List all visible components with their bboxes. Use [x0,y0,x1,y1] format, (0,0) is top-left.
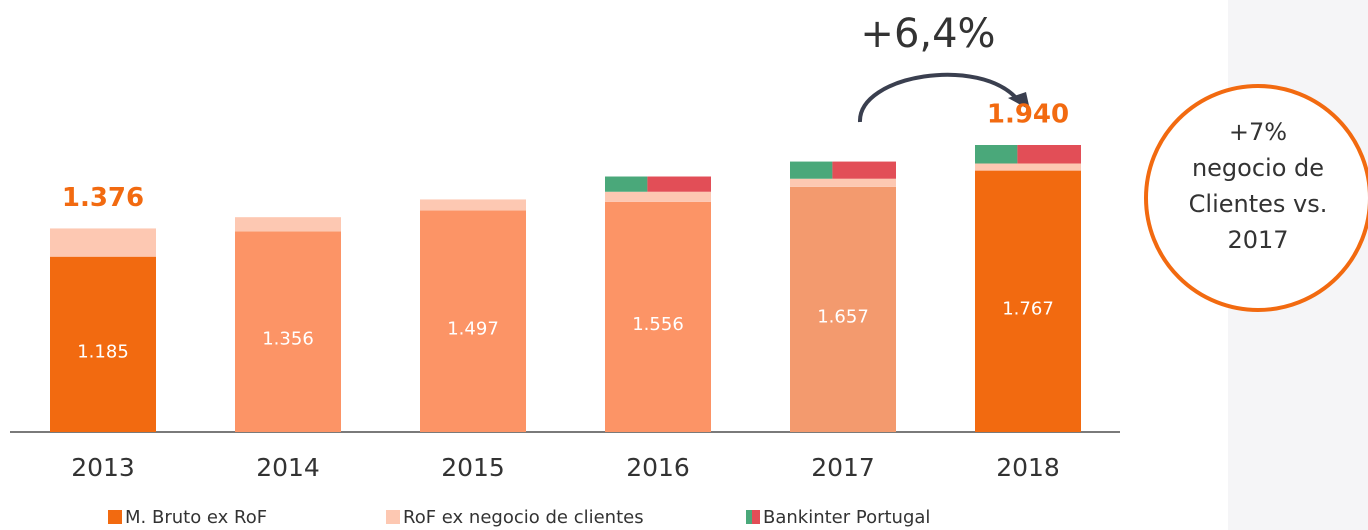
data-label: 1.657 [817,306,869,327]
data-label: 1.767 [1002,298,1054,319]
bar-segment [790,178,896,187]
bar-segment [790,186,896,432]
bar-segment [975,163,1081,171]
bar-segment [647,176,711,192]
growth-annotation: +6,4% [860,11,995,57]
x-tick-label: 2015 [441,453,505,482]
bar-segment [832,161,896,179]
bar-segment [50,228,156,257]
note-line: Clientes vs. [1189,190,1328,218]
bar-segment [975,170,1081,432]
legend-swatch [752,510,760,524]
bar-segment [605,176,648,192]
bar-segment [420,210,526,432]
bar-segment [975,145,1018,164]
legend-swatch [746,510,752,524]
legend-label: RoF ex negocio de clientes [403,507,644,528]
bar-segment [50,256,156,432]
note-line: negocio de [1192,154,1324,182]
data-label: 1.356 [262,329,314,350]
x-tick-label: 2017 [811,453,875,482]
legend-label: M. Bruto ex RoF [125,507,267,528]
data-label: 1.556 [632,314,684,335]
circle-note: +7% negocio de Clientes vs. 2017 [1189,118,1328,254]
data-label: 1.497 [447,318,499,339]
x-tick-label: 2016 [626,453,690,482]
note-line: +7% [1229,118,1287,146]
growth-arrow [857,72,1020,123]
bar-segment [605,191,711,202]
x-tick-label: 2018 [996,453,1060,482]
bar-segment [790,161,833,179]
legend-swatch [386,510,400,524]
x-tick-label: 2013 [71,453,135,482]
note-line: 2017 [1227,226,1288,254]
total-label: 1.376 [62,183,144,213]
arrow-head [1008,92,1030,110]
bar-segment [235,217,341,232]
legend-label: Bankinter Portugal [763,507,930,528]
data-label: 1.185 [77,341,129,362]
bar-segment [1017,145,1081,164]
bar-segment [605,201,711,432]
legend-swatch [108,510,122,524]
total-label: 1.940 [987,100,1069,130]
note-circle [1144,84,1368,312]
bar-segment [420,199,526,211]
x-tick-label: 2014 [256,453,320,482]
bar-segment [235,231,341,432]
